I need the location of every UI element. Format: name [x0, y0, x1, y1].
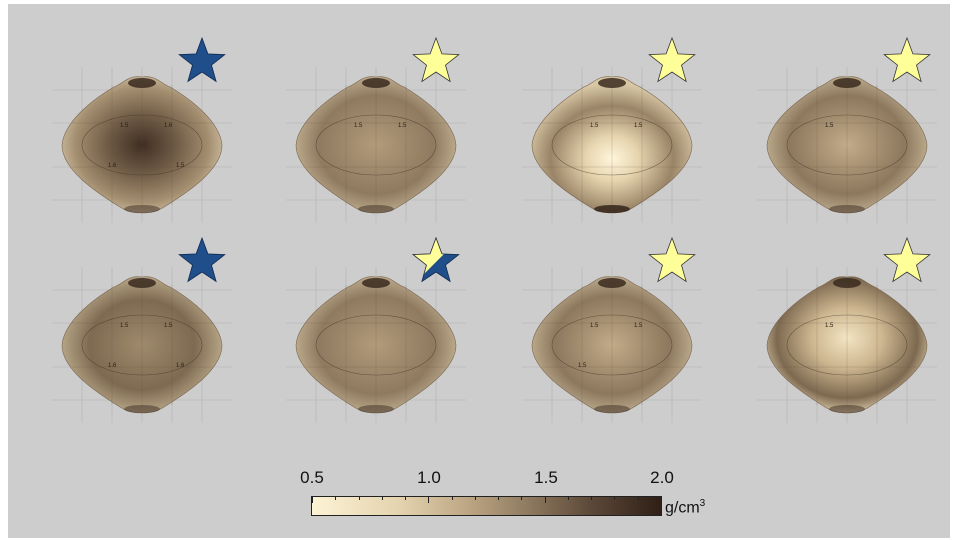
colorbar-tick	[567, 496, 569, 500]
colorbar-tick	[428, 496, 430, 503]
contour-label: 1.5	[120, 123, 129, 129]
body-grid	[542, 285, 682, 405]
contour-label: 1.5	[825, 123, 834, 129]
contour-line	[81, 114, 203, 176]
body-grid	[306, 285, 446, 405]
contour-label: 1.5	[578, 363, 587, 369]
colorbar-tick	[474, 496, 476, 500]
star-icon	[648, 36, 696, 83]
bottom-cap	[829, 205, 865, 213]
unit-exponent: 3	[699, 498, 706, 509]
contour-label: 1.6	[164, 123, 173, 129]
colorbar-tick	[312, 496, 313, 503]
top-cap	[362, 278, 390, 288]
colorbar-unit: g/cm3	[665, 498, 705, 517]
colorbar-tick	[381, 496, 383, 500]
colorbar-tick	[637, 496, 639, 500]
star-icon	[883, 36, 931, 83]
top-cap	[128, 278, 156, 288]
panels-canvas: 1.5 1.61.6 1.51.5 1.5 1.5 1.5 1.51.5 1.51.6 1.61…	[52, 36, 937, 423]
density-panel-r1c4: 1.5	[757, 36, 937, 223]
bottom-cap	[594, 405, 630, 413]
contour-label: 1.5	[634, 123, 643, 129]
colorbar-tick	[614, 496, 616, 500]
colorbar-tick	[335, 496, 337, 500]
contour-label: 1.6	[176, 363, 185, 369]
contour-line	[786, 114, 908, 176]
body-grid	[306, 85, 446, 205]
contour-label: 1.5	[825, 323, 834, 329]
bottom-cap	[594, 205, 630, 213]
colorbar-tick	[405, 496, 407, 500]
contour-label: 1.5	[120, 323, 129, 329]
colorbar-tick	[544, 496, 546, 503]
top-cap	[598, 78, 626, 88]
body-grid	[72, 85, 212, 205]
contour-label: 1.5	[354, 123, 363, 129]
colorbar-tick	[451, 496, 453, 500]
contour-line	[786, 314, 908, 376]
contour-label: 1.5	[634, 323, 643, 329]
density-panel-r1c2: 1.5 1.5	[286, 36, 466, 223]
top-cap	[128, 78, 156, 88]
contour-label: 1.5	[398, 123, 407, 129]
contour-label: 1.6	[108, 163, 117, 169]
bottom-cap	[358, 405, 394, 413]
contour-label: 1.5	[164, 323, 173, 329]
density-colorbar	[311, 496, 662, 516]
density-panel-r2c2	[286, 236, 466, 423]
top-cap	[833, 78, 861, 88]
contour-line	[315, 114, 437, 176]
contour-label: 1.6	[108, 363, 117, 369]
body-grid	[777, 285, 917, 405]
density-panel-r2c3: 1.5 1.5 1.5	[522, 236, 702, 423]
contour-label: 1.5	[590, 323, 599, 329]
contour-label: 1.5	[176, 163, 185, 169]
density-panel-r2c4: 1.5	[757, 236, 937, 423]
unit-base: g/cm	[665, 499, 700, 517]
colorbar-tick-label: 1.5	[534, 468, 558, 487]
colorbar-tick-label: 1.0	[417, 468, 441, 487]
bottom-cap	[829, 405, 865, 413]
contour-label: 1.5	[590, 123, 599, 129]
star-icon	[412, 36, 460, 83]
density-panel-r2c1: 1.5 1.5 1.6 1.6	[52, 236, 232, 423]
bottom-cap	[124, 205, 160, 213]
density-panel-r1c3: 1.5 1.5	[522, 36, 702, 223]
top-cap	[598, 278, 626, 288]
body-grid	[72, 285, 212, 405]
top-cap	[833, 278, 861, 288]
colorbar-tick-label: 0.5	[300, 468, 324, 487]
density-panel-r1c1: 1.5 1.6 1.6 1.5	[52, 36, 232, 223]
colorbar-tick	[591, 496, 593, 500]
colorbar-tick	[358, 496, 360, 500]
star-icon	[648, 236, 696, 283]
bottom-cap	[124, 405, 160, 413]
contour-line	[81, 314, 203, 376]
top-cap	[362, 78, 390, 88]
star-icon	[178, 36, 226, 83]
contour-line	[551, 314, 673, 376]
contour-line	[315, 314, 437, 376]
star-icon	[178, 236, 226, 283]
bottom-cap	[358, 205, 394, 213]
colorbar-tick	[521, 496, 523, 500]
density-figure: 1.5 1.6 1.6 1.5 1.5 1.5 1.5 1.5 1.5 1.5 1.5 1.6 1.6 1…	[8, 4, 950, 538]
colorbar-tick-label: 2.0	[650, 468, 674, 487]
colorbar-tick	[661, 496, 662, 503]
colorbar-tick	[498, 496, 500, 500]
contour-line	[551, 114, 673, 176]
star-icon	[883, 236, 931, 283]
body-grid	[777, 85, 917, 205]
body-grid	[542, 85, 682, 205]
